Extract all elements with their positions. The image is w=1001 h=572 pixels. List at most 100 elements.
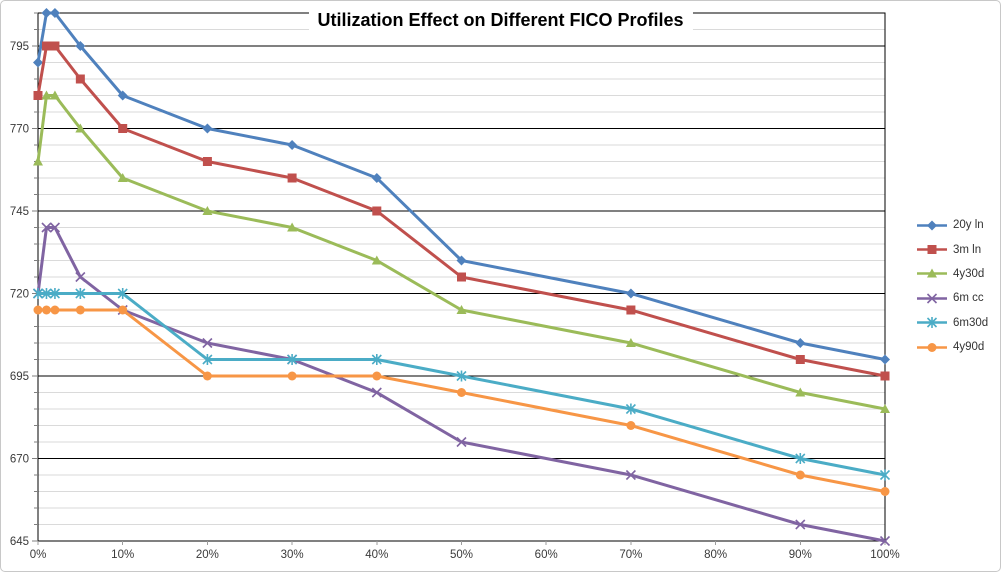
data-point-3m-ln [41,41,51,51]
data-point-4y30d [456,305,467,314]
data-point-3m-ln [372,206,382,216]
data-point-4y30d [287,222,298,232]
data-point-3m-ln [202,157,212,166]
data-point-20y-ln [625,288,636,299]
data-point-4y90d [626,421,636,430]
series-line-4y30d [36,94,887,411]
x-axis-tick-label: 80% [704,549,727,561]
data-point-6m30d [41,288,52,299]
data-point-6m-cc [371,387,382,398]
data-point-4y90d [33,305,43,315]
data-point-6m30d [879,469,891,481]
data-point-6m-cc [41,222,52,233]
data-point-4y30d [41,90,52,100]
data-point-4y90d [50,305,60,315]
legend-marker-circle-icon [917,342,947,352]
x-axis-tick-label: 0% [30,549,47,561]
data-point-20y-ln [456,255,467,266]
data-point-20y-ln [371,173,382,183]
data-point-6m30d [32,288,44,299]
legend-item-4y30d: 4y30d [916,262,988,286]
series-6m30d [32,288,891,481]
data-point-4y90d [41,305,51,315]
data-point-20y-ln [880,354,890,365]
legend-item-20y-ln: 20y ln [916,213,988,237]
x-axis-tick-label: 30% [281,549,304,561]
series-6m-cc [32,222,891,547]
data-point-6m-cc [625,469,636,481]
legend-marker-shape [926,317,938,329]
data-point-4y30d [33,156,43,166]
data-point-20y-ln [75,41,86,51]
data-point-4y30d [202,206,213,215]
chart-title: Utilization Effect on Different FICO Pro… [308,8,693,32]
x-axis-tick-label: 40% [365,549,388,561]
data-point-4y30d [75,123,86,133]
y-axis-tick-label: 645 [10,536,29,548]
data-point-3m-ln [880,371,890,381]
series-20y-ln [33,8,890,365]
data-point-3m-ln [795,355,805,364]
data-point-6m30d [625,403,636,415]
data-point-6m-cc [49,222,61,233]
legend-label: 20y ln [953,219,984,232]
data-point-4y90d [880,487,890,496]
data-point-20y-ln [49,8,60,18]
y-axis-tick-label: 670 [10,454,29,466]
legend-label: 4y90d [953,341,985,354]
legend-item-6m30d: 6m30d [916,311,988,335]
x-axis-tick-label: 100% [870,549,899,561]
data-point-6m-cc [456,436,467,448]
data-point-20y-ln [41,8,52,18]
x-axis-tick-label: 90% [789,549,812,561]
legend-marker-triangle-icon [917,268,947,278]
legend-marker-shape [927,220,937,231]
legend-marker-shape [927,342,937,352]
data-point-4y90d [795,470,805,480]
data-point-6m30d [371,354,382,365]
legend-label: 3m ln [953,243,982,256]
legend-label: 6m30d [953,316,989,329]
data-point-20y-ln [117,90,128,101]
data-point-4y30d [795,387,806,397]
data-point-3m-ln [457,272,466,282]
data-point-4y30d [371,255,382,265]
x-axis-tick-label: 70% [619,549,642,561]
legend-label: 6m cc [953,292,984,305]
data-point-6m30d [75,288,86,299]
data-point-3m-ln [626,305,636,315]
y-axis-tick-label: 745 [10,206,29,218]
legend-marker-shape [926,293,938,304]
data-point-6m30d [49,288,61,299]
data-point-6m30d [202,354,213,365]
data-point-20y-ln [33,57,43,68]
data-point-6m-cc [75,271,86,283]
legend-item-3m-ln: 3m ln [916,237,988,261]
data-point-4y30d [117,173,128,182]
legend-marker-shape [927,245,937,255]
legend-marker-shape [927,268,937,278]
legend: 20y ln 3m ln 4y30d 6m cc 6m30d 4y90d [916,213,988,359]
data-point-6m-cc [202,337,213,349]
series-line-4y90d [36,308,887,493]
data-point-6m30d [795,453,806,464]
data-point-4y30d [49,90,60,100]
data-point-4y90d [287,371,297,381]
x-axis-tick-label: 60% [535,549,558,561]
legend-marker-asterisk-icon [917,317,947,329]
data-point-4y90d [118,305,128,315]
data-point-3m-ln [118,124,128,133]
x-axis-tick-label: 50% [450,549,473,561]
data-point-3m-ln [33,91,43,100]
x-axis-tick-label: 20% [196,549,219,561]
series-line-6m-cc [36,226,887,543]
data-point-3m-ln [75,74,85,84]
data-point-20y-ln [287,140,298,150]
series-line-6m30d [36,292,887,477]
data-point-6m30d [456,370,467,382]
y-axis-tick-label: 770 [10,124,29,136]
data-point-4y30d [880,404,890,413]
series-4y90d [33,305,890,496]
